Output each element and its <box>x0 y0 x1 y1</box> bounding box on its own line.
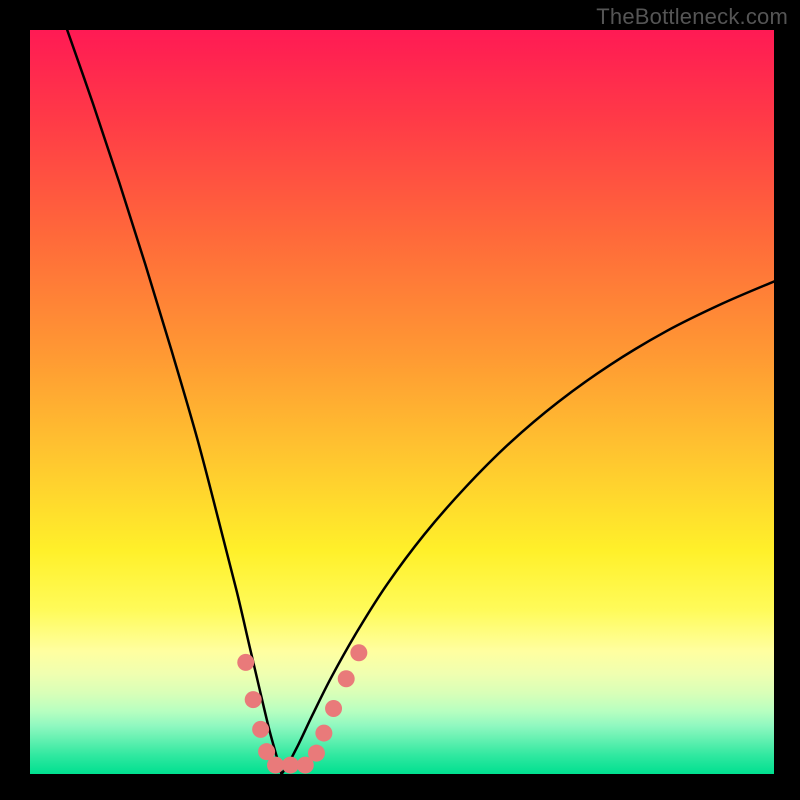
data-marker <box>267 757 284 774</box>
plot-svg <box>30 30 774 774</box>
data-marker <box>338 670 355 687</box>
gradient-background <box>30 30 774 774</box>
watermark-text: TheBottleneck.com <box>596 4 788 30</box>
data-marker <box>315 725 332 742</box>
plot-area <box>30 30 774 774</box>
data-marker <box>237 654 254 671</box>
chart-root: TheBottleneck.com <box>0 0 800 800</box>
data-marker <box>350 644 367 661</box>
data-marker <box>245 691 262 708</box>
data-marker <box>252 721 269 738</box>
data-marker <box>282 757 299 774</box>
data-marker <box>325 700 342 717</box>
data-marker <box>308 745 325 762</box>
